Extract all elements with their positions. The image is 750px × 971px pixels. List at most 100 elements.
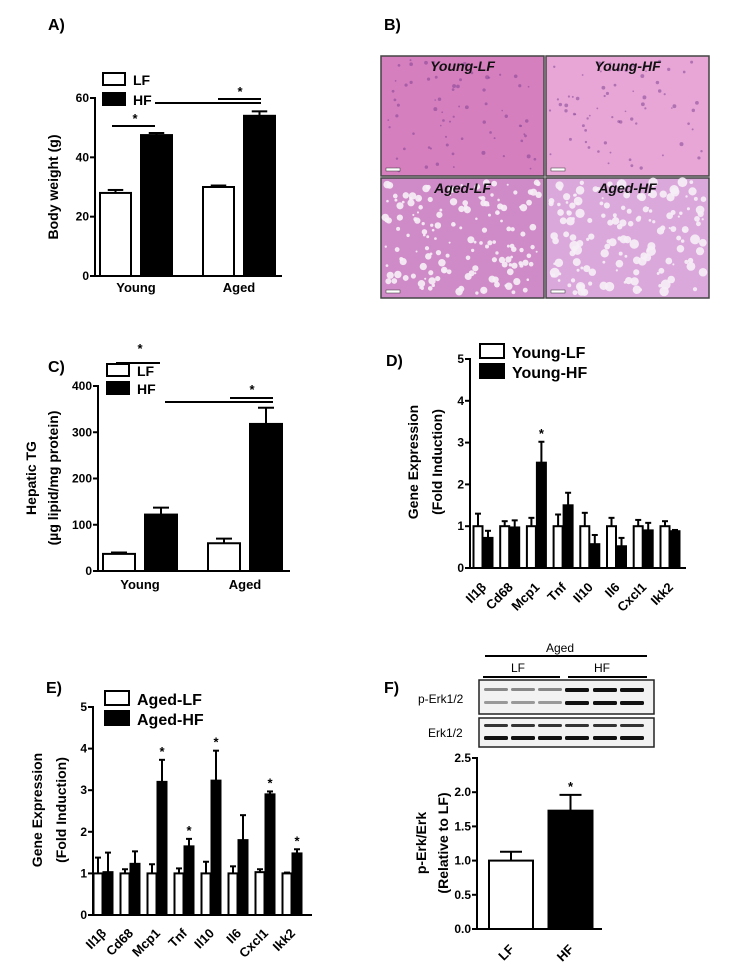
- y-axis-label: (Relative to LF): [435, 792, 451, 893]
- legend-label: LF: [137, 363, 155, 379]
- tissue-texture: [396, 226, 401, 231]
- tissue-texture: [646, 248, 650, 252]
- tissue-texture: [506, 244, 510, 248]
- tissue-texture: [513, 277, 521, 286]
- blot-band: [565, 701, 589, 705]
- tissue-texture: [563, 193, 571, 201]
- tissue-texture: [401, 200, 405, 204]
- tissue-texture: [394, 247, 400, 252]
- bar-young-lf: [659, 525, 671, 570]
- histology-tile: Aged-LF: [380, 177, 545, 299]
- bar-aged-lf: [146, 872, 158, 917]
- tissue-texture: [394, 270, 402, 279]
- blot-band: [620, 701, 644, 705]
- blot-band: [511, 724, 535, 727]
- tissue-texture: [658, 59, 662, 64]
- bar-lf: [207, 542, 241, 572]
- category-label: Il6: [602, 580, 623, 601]
- tissue-texture: [655, 80, 660, 85]
- tissue-texture: [522, 259, 529, 266]
- tissue-texture: [648, 209, 653, 213]
- tissue-texture: [575, 96, 580, 101]
- tissue-texture: [513, 74, 518, 79]
- tissue-texture: [458, 205, 465, 213]
- tissue-texture: [690, 234, 701, 245]
- tissue-texture: [584, 140, 588, 144]
- tissue-texture: [429, 252, 433, 256]
- tissue-texture: [519, 247, 524, 253]
- tissue-texture: [434, 222, 442, 229]
- tissue-texture: [441, 111, 444, 114]
- legend-swatch: [479, 343, 505, 359]
- y-tick-label: 3: [457, 436, 464, 450]
- bar-hf: [243, 114, 276, 277]
- category-label: Young: [116, 280, 156, 295]
- tissue-texture: [700, 196, 707, 202]
- tissue-texture: [617, 120, 621, 123]
- bar-young-hf: [589, 543, 601, 570]
- tissue-texture: [436, 211, 443, 218]
- histology-label: Aged-LF: [433, 180, 491, 196]
- legend-label: Young-HF: [512, 365, 587, 382]
- tissue-texture: [444, 135, 448, 138]
- bar-young-hf: [535, 461, 547, 569]
- tissue-texture: [682, 228, 686, 233]
- tissue-texture: [492, 240, 497, 244]
- tissue-texture: [608, 68, 612, 72]
- tissue-texture: [419, 262, 427, 271]
- histology-panel: Young-LF Young-HF Aged-LF Aged-HF: [380, 55, 710, 299]
- tissue-texture: [607, 181, 613, 187]
- tissue-texture: [617, 182, 621, 186]
- tissue-texture: [529, 188, 538, 196]
- tissue-texture: [428, 277, 436, 285]
- bar-young-lf: [525, 525, 537, 570]
- tissue-texture: [599, 70, 602, 73]
- significance-star: *: [539, 426, 545, 441]
- tissue-texture: [520, 139, 524, 143]
- tissue-texture: [404, 83, 408, 87]
- scale-bar: [385, 289, 401, 294]
- tissue-texture: [391, 278, 398, 284]
- blot-band: [484, 688, 508, 691]
- y-tick-label: 1: [80, 866, 87, 880]
- significance-star: *: [159, 744, 165, 759]
- category-label: Young: [120, 577, 160, 592]
- tissue-texture: [660, 279, 671, 290]
- category-label: Tnf: [544, 579, 569, 604]
- tissue-texture: [385, 278, 392, 285]
- tissue-texture: [624, 254, 628, 258]
- tissue-texture: [606, 239, 611, 244]
- tissue-texture: [666, 212, 673, 220]
- legend-item: Aged-LF: [104, 690, 202, 709]
- blot-box-erk: [478, 717, 655, 748]
- tissue-texture: [519, 263, 524, 268]
- category-label: Cxcl1: [614, 580, 649, 615]
- bar-lf: [202, 186, 235, 277]
- blot-band: [538, 736, 562, 740]
- tissue-texture: [480, 286, 488, 294]
- tissue-texture: [577, 284, 582, 289]
- legend-label: LF: [133, 72, 151, 88]
- tissue-texture: [698, 267, 708, 277]
- tissue-texture: [668, 226, 671, 230]
- tissue-texture: [571, 217, 575, 221]
- tissue-texture: [552, 237, 559, 245]
- bar-aged-hf: [264, 793, 276, 916]
- tissue-texture: [569, 250, 576, 257]
- tissue-texture: [588, 268, 597, 276]
- tissue-texture: [642, 95, 647, 100]
- blot-group-label: Aged: [546, 641, 574, 655]
- tissue-texture: [569, 234, 577, 241]
- tissue-texture: [388, 126, 391, 129]
- tissue-texture: [643, 253, 652, 262]
- tissue-texture: [475, 217, 478, 220]
- tissue-texture: [445, 253, 450, 258]
- tissue-texture: [473, 240, 477, 244]
- tissue-texture: [481, 227, 488, 233]
- bar-young-lf: [472, 525, 484, 570]
- tissue-texture: [412, 213, 415, 217]
- tissue-texture: [605, 91, 610, 96]
- tissue-texture: [567, 283, 572, 288]
- blot-band: [511, 701, 535, 704]
- blot-band: [620, 724, 644, 727]
